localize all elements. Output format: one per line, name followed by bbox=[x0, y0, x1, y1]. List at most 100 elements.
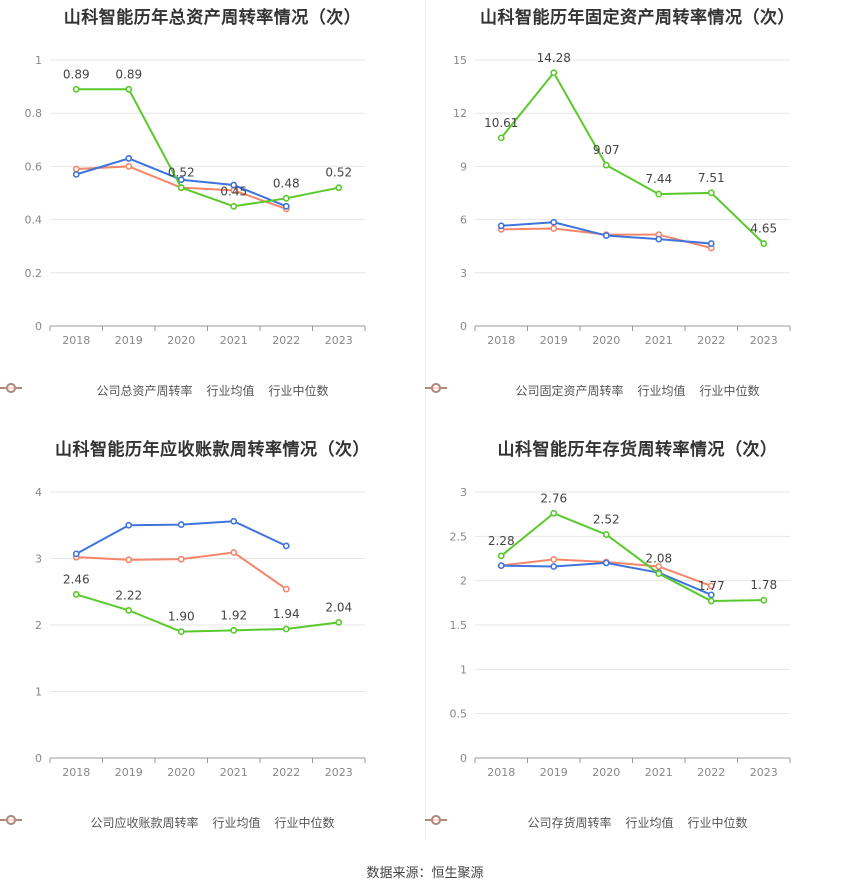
legend-swatch-icon bbox=[425, 815, 447, 825]
panel-divider bbox=[425, 0, 426, 840]
legend-item-company[interactable]: 公司应收账款周转率 bbox=[0, 814, 199, 831]
legend-label: 行业中位数 bbox=[268, 384, 329, 398]
data-point-median bbox=[177, 555, 185, 563]
y-tick-label: 0 bbox=[460, 752, 467, 765]
data-point-company bbox=[177, 628, 185, 636]
legend-label: 行业均值 bbox=[637, 384, 686, 398]
legend-swatch-icon bbox=[425, 383, 447, 393]
data-point-avg bbox=[655, 235, 663, 243]
chart-fixed-asset-turnover: 山科智能历年固定资产周转率情况（次） 0 3 6 9 12 15 2018 2019 2020 2… bbox=[425, 0, 850, 432]
legend-item-avg[interactable]: 行业均值 bbox=[0, 814, 261, 831]
y-tick-label: 0 bbox=[460, 320, 467, 333]
legend-item-median[interactable]: 行业中位数 bbox=[425, 814, 748, 831]
y-tick-label: 3 bbox=[460, 486, 467, 499]
data-label: 2.52 bbox=[593, 513, 620, 527]
data-point-avg bbox=[550, 218, 558, 226]
data-point-avg bbox=[72, 170, 80, 178]
legend-item-company[interactable]: 公司总资产周转率 bbox=[0, 382, 193, 399]
x-tick-label: 2021 bbox=[645, 766, 673, 779]
legend-swatch-icon bbox=[0, 383, 22, 393]
x-tick-label: 2020 bbox=[167, 334, 195, 347]
legend-swatch-marker bbox=[6, 383, 16, 393]
data-label: 0.45 bbox=[220, 184, 247, 198]
data-label: 2.46 bbox=[63, 572, 90, 586]
data-point-company bbox=[655, 570, 663, 577]
y-tick-label: 4 bbox=[35, 486, 42, 499]
data-point-avg bbox=[125, 155, 133, 162]
data-point-median bbox=[550, 225, 558, 232]
data-point-median bbox=[72, 165, 80, 173]
y-tick-label: 9 bbox=[460, 160, 467, 173]
data-point-company bbox=[760, 240, 768, 247]
data-point-company bbox=[760, 596, 768, 604]
data-source-note: 数据来源：恒生聚源 bbox=[366, 866, 484, 881]
legend-item-median[interactable]: 行业中位数 bbox=[425, 382, 760, 399]
legend-item-median[interactable]: 行业中位数 bbox=[0, 382, 329, 399]
y-tick-label: 2 bbox=[460, 575, 467, 588]
chart-title: 山科智能历年固定资产周转率情况（次） bbox=[480, 8, 795, 28]
data-point-company bbox=[335, 184, 343, 192]
legend-item-median[interactable]: 行业中位数 bbox=[0, 814, 335, 831]
x-tick-label: 2023 bbox=[750, 334, 778, 347]
data-label: 2.76 bbox=[540, 491, 567, 505]
data-point-company bbox=[282, 194, 290, 202]
y-tick-label: 0.4 bbox=[25, 214, 43, 227]
data-label: 1.78 bbox=[750, 578, 777, 592]
data-point-company bbox=[497, 552, 505, 560]
data-label: 0.48 bbox=[273, 176, 300, 190]
data-label: 9.07 bbox=[593, 143, 620, 157]
data-point-company bbox=[72, 591, 80, 598]
data-point-company bbox=[655, 190, 663, 198]
data-point-company bbox=[550, 509, 558, 517]
data-point-avg bbox=[125, 521, 133, 529]
series-line-avg bbox=[501, 561, 712, 596]
data-point-company bbox=[282, 625, 290, 633]
data-point-company bbox=[602, 531, 610, 538]
x-tick-label: 2018 bbox=[487, 766, 515, 779]
legend-item-company[interactable]: 公司固定资产周转率 bbox=[425, 382, 624, 399]
chart-title: 山科智能历年存货周转率情况（次） bbox=[497, 440, 778, 460]
chart-title: 山科智能历年应收账款周转率情况（次） bbox=[55, 440, 370, 460]
legend-swatch-marker bbox=[431, 815, 441, 825]
x-tick-label: 2019 bbox=[115, 766, 143, 779]
x-tick-label: 2022 bbox=[272, 766, 300, 779]
data-label: 0.89 bbox=[63, 67, 90, 81]
data-label: 1.77 bbox=[698, 579, 725, 593]
chart-svg: 0 0.2 0.4 0.6 0.8 1 2018 2019 2020 2021 2022 2023 0.… bbox=[25, 54, 366, 347]
data-label: 2.04 bbox=[325, 600, 352, 614]
legend-label: 公司总资产周转率 bbox=[96, 384, 193, 398]
y-tick-label: 1 bbox=[460, 663, 467, 676]
series-line-company bbox=[76, 88, 339, 208]
legend-swatch-icon bbox=[0, 815, 22, 825]
data-label: 0.52 bbox=[168, 166, 195, 180]
y-tick-label: 0.8 bbox=[25, 107, 43, 120]
x-tick-label: 2022 bbox=[272, 334, 300, 347]
data-label: 14.28 bbox=[537, 51, 571, 65]
x-tick-label: 2021 bbox=[220, 334, 248, 347]
legend-item-company[interactable]: 公司存货周转率 bbox=[425, 814, 611, 831]
y-tick-label: 0 bbox=[35, 752, 42, 765]
data-point-company bbox=[602, 161, 610, 169]
legend-label: 公司固定资产周转率 bbox=[515, 384, 624, 398]
y-tick-label: 3 bbox=[460, 267, 467, 280]
data-point-median bbox=[550, 555, 558, 563]
data-label: 0.89 bbox=[115, 67, 142, 81]
data-point-avg bbox=[177, 176, 185, 184]
data-label: 1.92 bbox=[220, 608, 247, 622]
legend-item-avg[interactable]: 行业均值 bbox=[0, 382, 255, 399]
legend-label: 公司应收账款周转率 bbox=[90, 816, 199, 830]
x-tick-label: 2023 bbox=[325, 766, 353, 779]
data-label: 0.52 bbox=[325, 166, 352, 180]
x-tick-label: 2020 bbox=[592, 766, 620, 779]
legend-swatch-marker bbox=[6, 815, 16, 825]
legend-label: 行业中位数 bbox=[687, 816, 748, 830]
x-tick-label: 2023 bbox=[750, 766, 778, 779]
legend-item-avg[interactable]: 行业均值 bbox=[425, 814, 674, 831]
chart-legend: 公司存货周转率 行业均值 行业中位数 bbox=[425, 814, 850, 831]
x-tick-label: 2022 bbox=[697, 766, 725, 779]
data-point-avg bbox=[602, 559, 610, 567]
legend-item-avg[interactable]: 行业均值 bbox=[425, 382, 686, 399]
chart-svg: 0 1 2 3 4 2018 2019 2020 2021 2022 2023 2.46 2.22 1.9… bbox=[35, 486, 366, 779]
data-point-median bbox=[125, 556, 133, 564]
y-tick-label: 3 bbox=[35, 553, 42, 566]
